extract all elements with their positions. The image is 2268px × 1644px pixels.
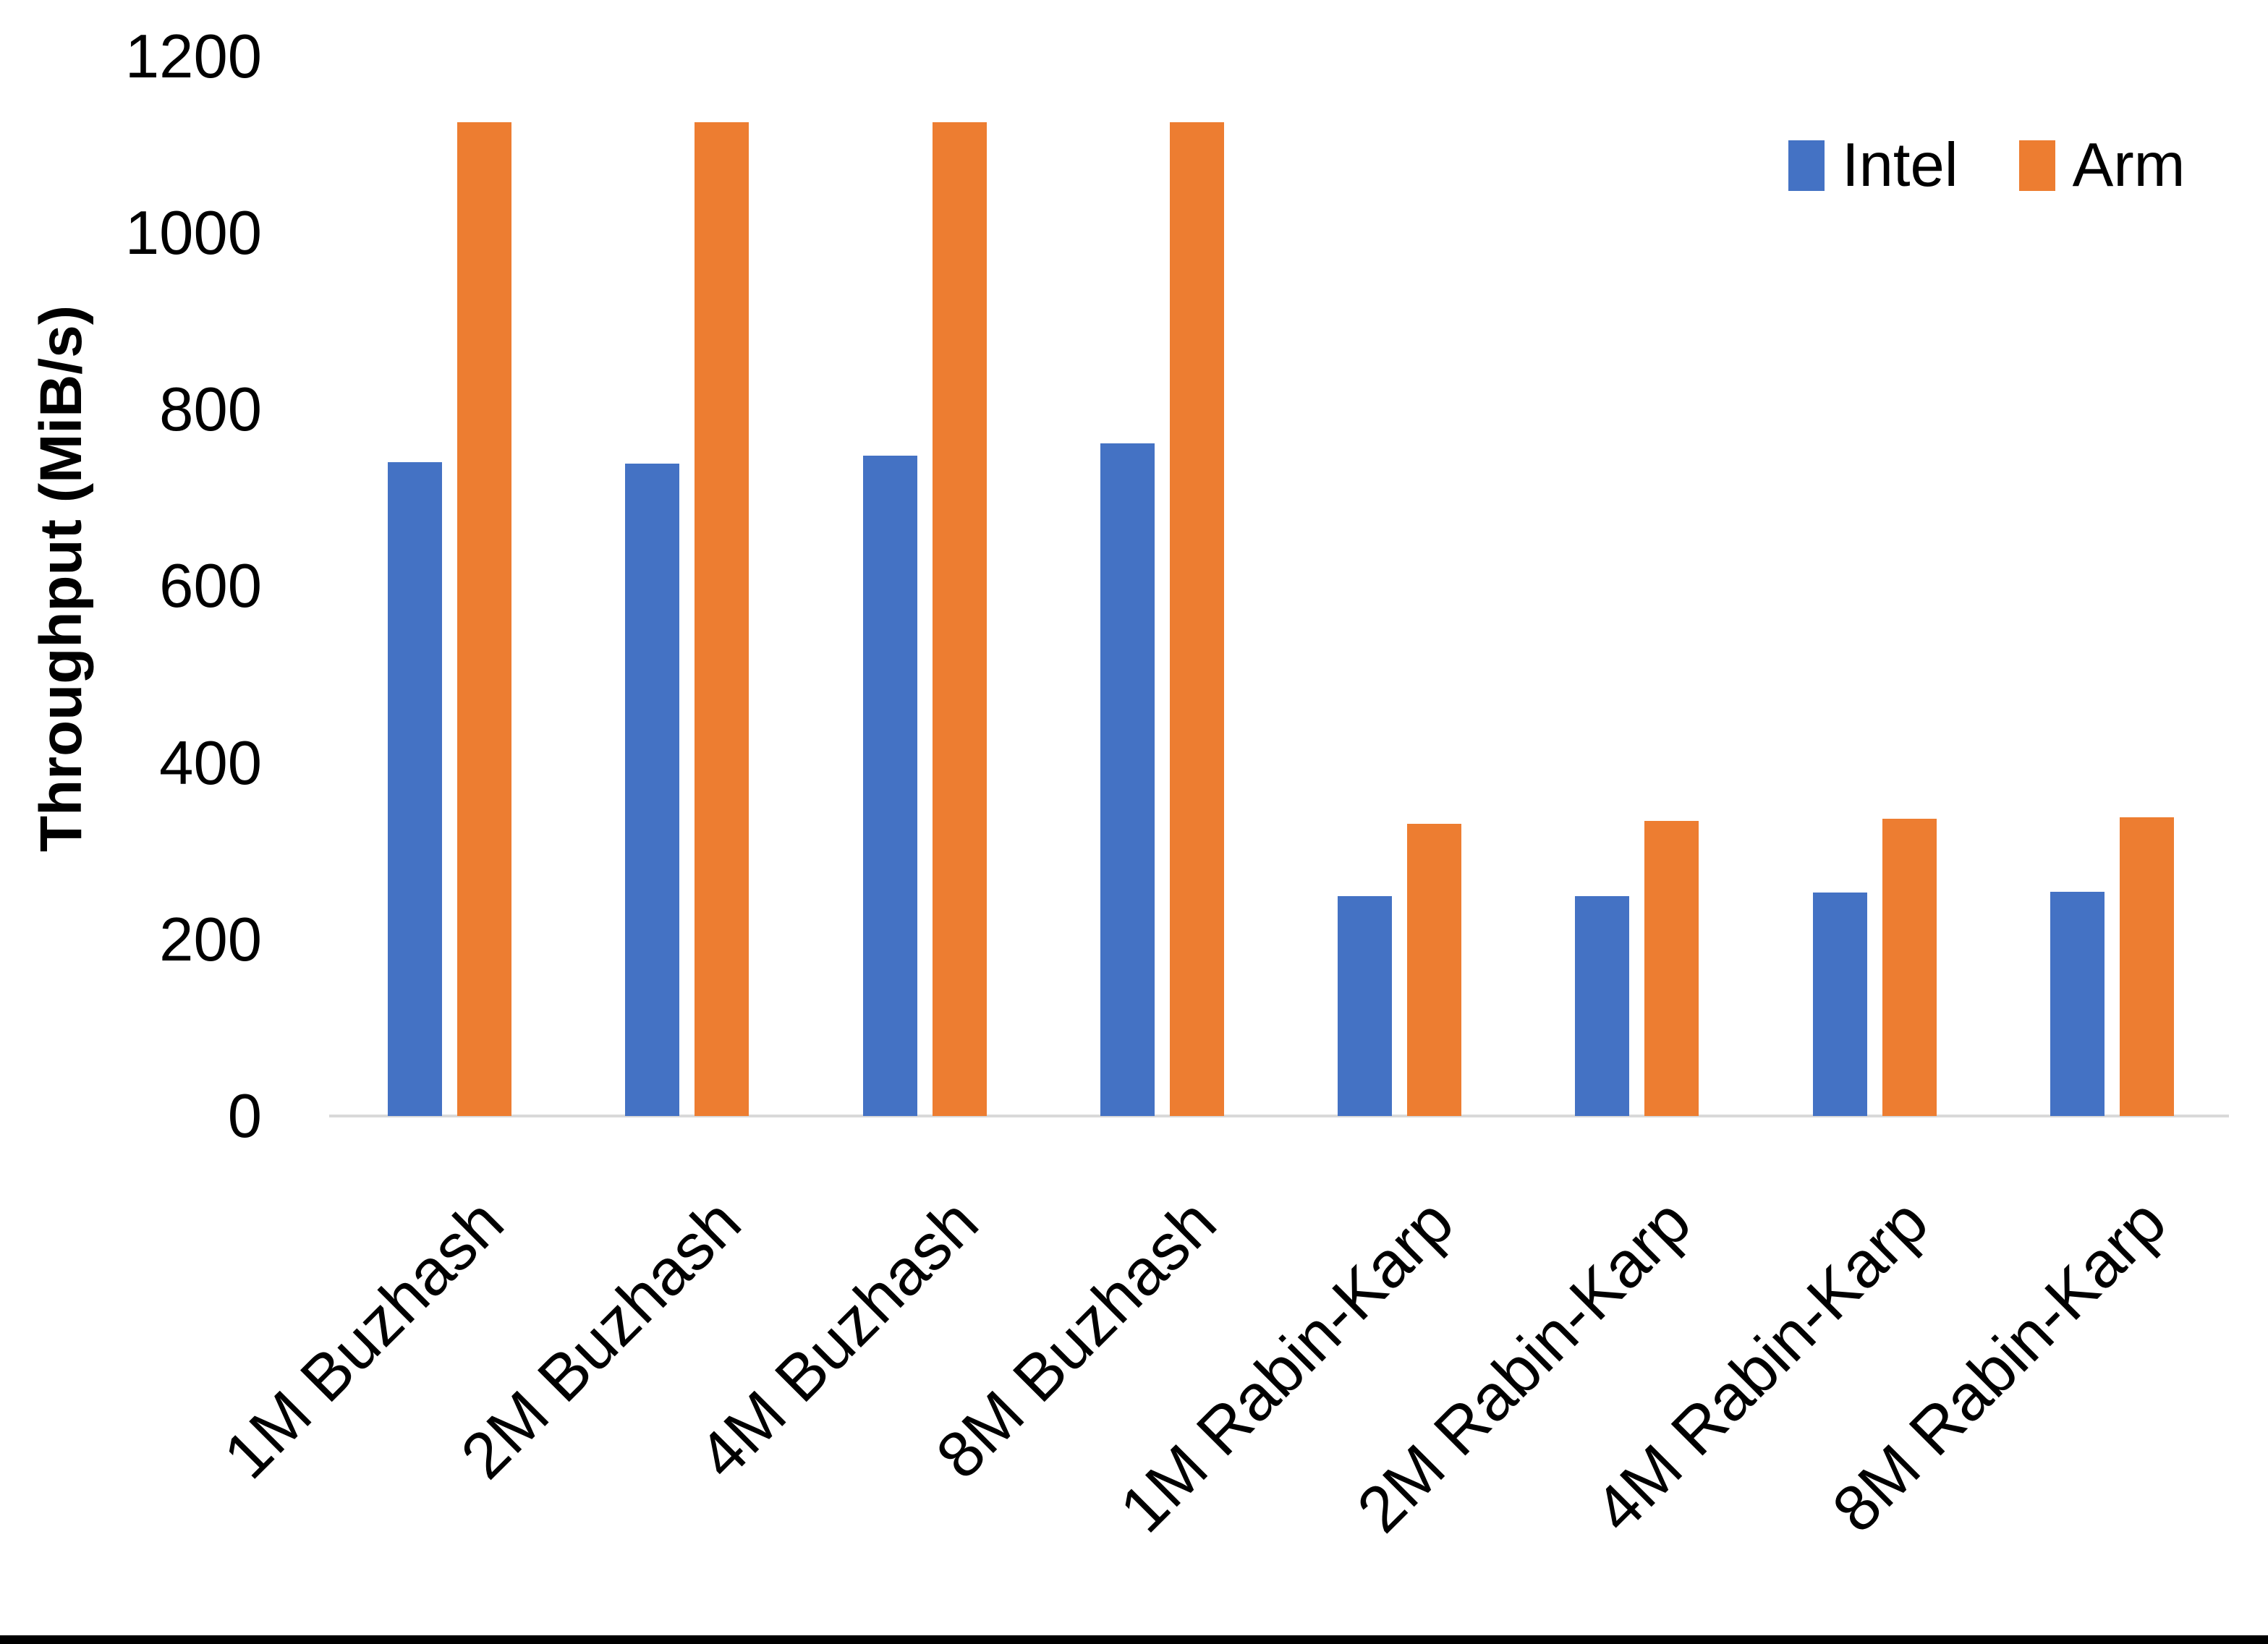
y-tick-label-800: 800 bbox=[159, 375, 262, 445]
bar-arm-1m-rabin-karp bbox=[1407, 824, 1461, 1116]
y-tick-label-600: 600 bbox=[159, 552, 262, 621]
bar-intel-1m-rabin-karp bbox=[1338, 896, 1392, 1116]
legend-label-intel: Intel bbox=[1842, 131, 1958, 200]
legend: Intel Arm bbox=[1788, 135, 2185, 196]
y-tick-label-1200: 1200 bbox=[124, 22, 262, 91]
bar-intel-8m-buzhash bbox=[1100, 443, 1155, 1116]
arm-legend-swatch-icon bbox=[2018, 140, 2055, 191]
bar-arm-2m-buzhash bbox=[695, 122, 749, 1116]
intel-legend-swatch-icon bbox=[1788, 140, 1825, 191]
bar-arm-4m-buzhash bbox=[933, 122, 987, 1116]
bar-intel-4m-buzhash bbox=[863, 456, 917, 1116]
bottom-border-line bbox=[0, 1635, 2268, 1644]
bar-arm-8m-rabin-karp bbox=[2120, 817, 2174, 1116]
legend-label-arm: Arm bbox=[2072, 131, 2186, 200]
bar-intel-4m-rabin-karp bbox=[1813, 893, 1867, 1116]
y-tick-label-200: 200 bbox=[159, 905, 262, 974]
bar-arm-1m-buzhash bbox=[457, 122, 511, 1116]
legend-item-intel: Intel bbox=[1788, 135, 1958, 196]
y-tick-label-0: 0 bbox=[227, 1082, 262, 1151]
bar-intel-8m-rabin-karp bbox=[2050, 892, 2105, 1116]
bar-intel-2m-buzhash bbox=[625, 464, 679, 1116]
bar-arm-8m-buzhash bbox=[1170, 122, 1224, 1116]
bar-arm-4m-rabin-karp bbox=[1882, 819, 1937, 1116]
bar-intel-2m-rabin-karp bbox=[1575, 896, 1629, 1116]
x-axis-line bbox=[329, 1115, 2229, 1117]
y-tick-label-400: 400 bbox=[159, 728, 262, 798]
bar-intel-1m-buzhash bbox=[388, 462, 442, 1116]
legend-item-arm: Arm bbox=[2018, 131, 2186, 200]
bar-arm-2m-rabin-karp bbox=[1644, 821, 1699, 1116]
y-tick-label-1000: 1000 bbox=[124, 199, 262, 268]
